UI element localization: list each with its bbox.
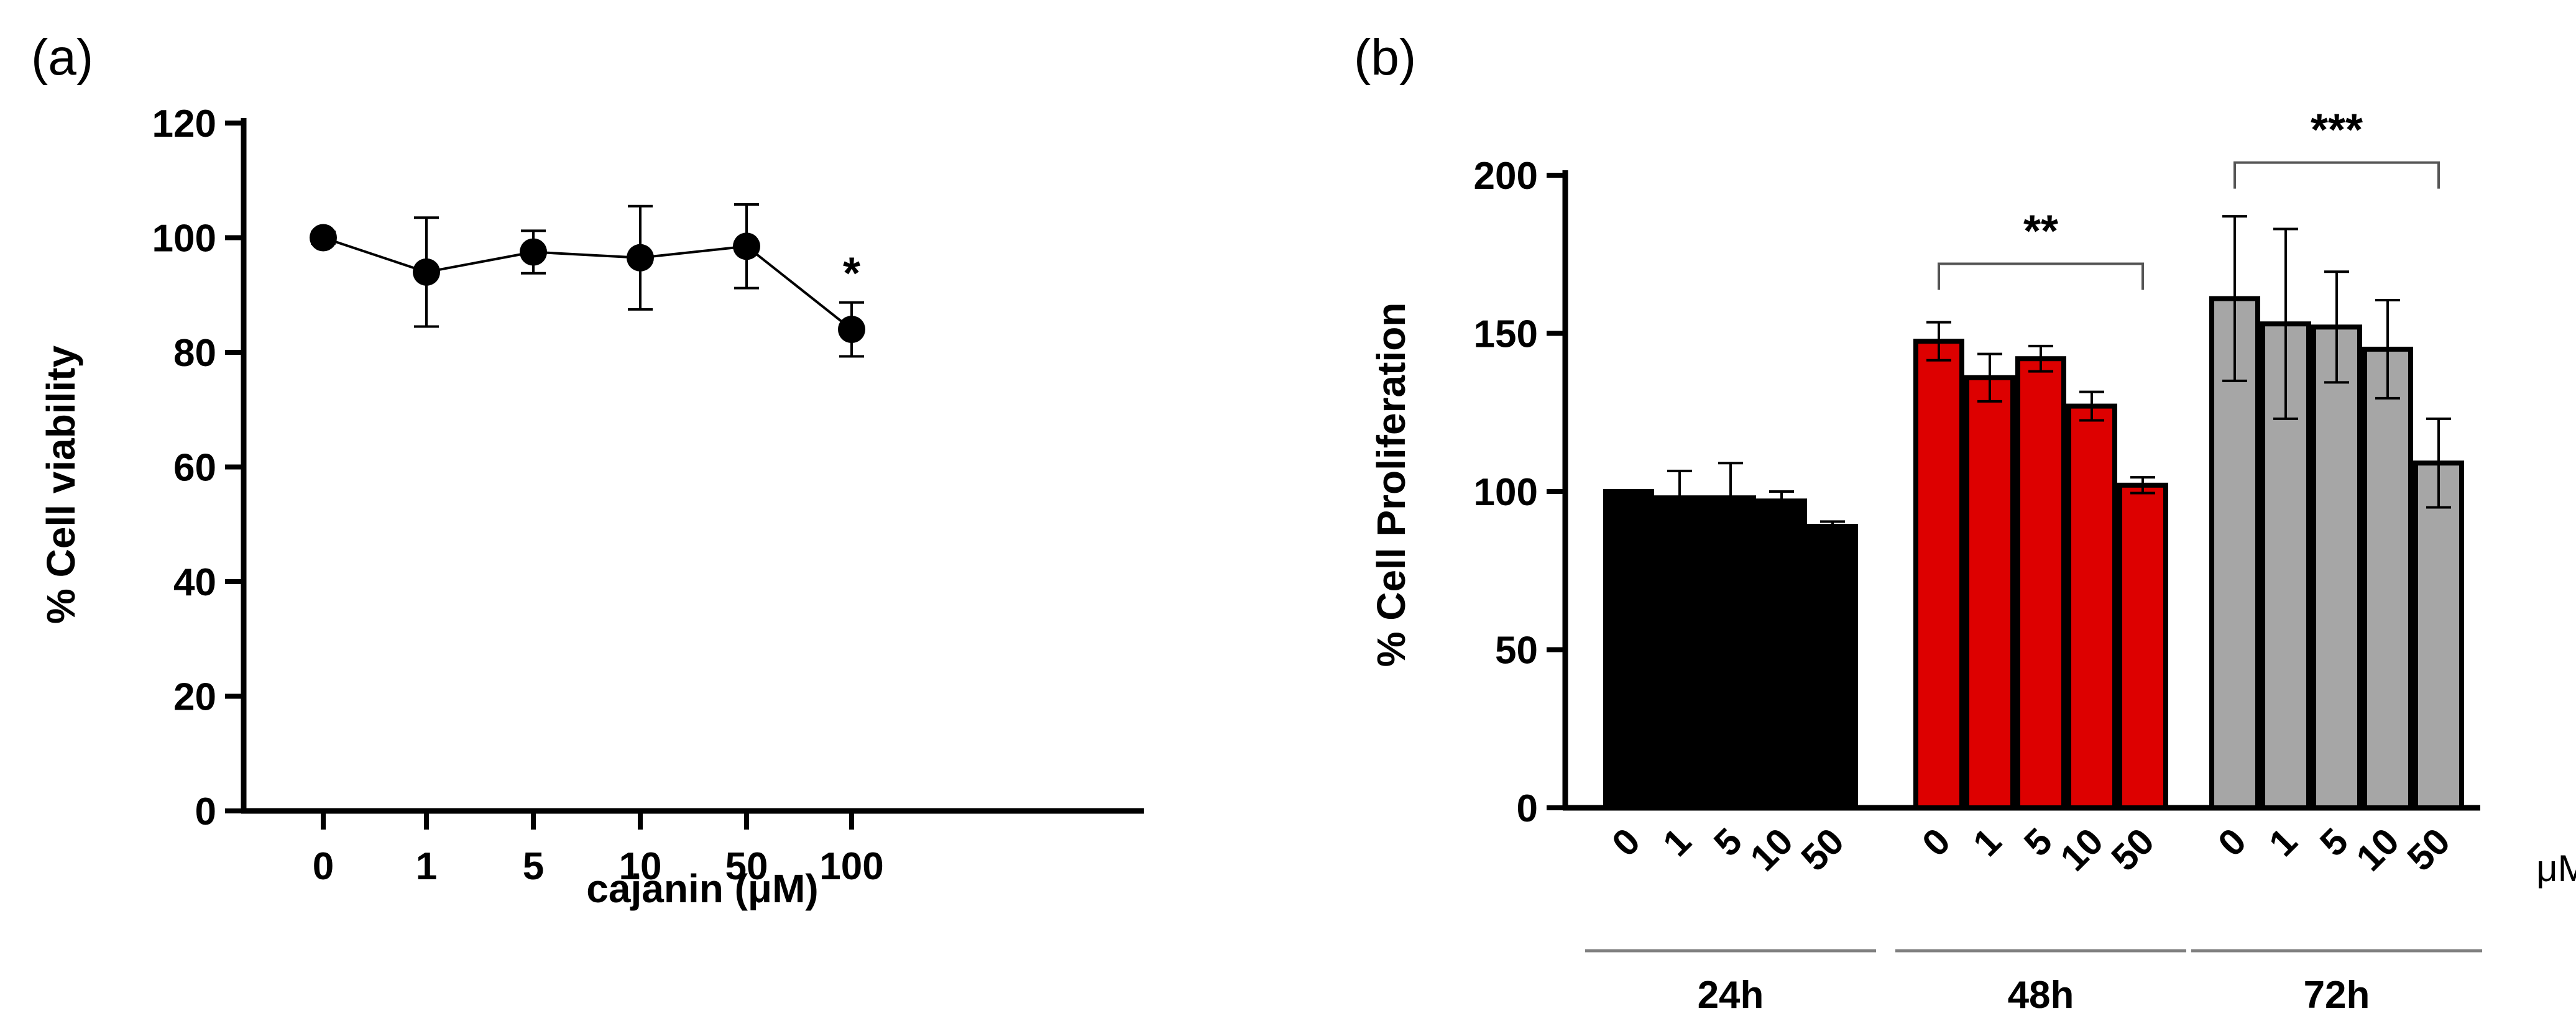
panel-b-significance-marker: **: [2023, 207, 2058, 257]
panel-b-bar: [1913, 339, 1964, 810]
panel-b-bar: [1705, 495, 1756, 810]
panel-b-x-tick-label: 5: [2016, 820, 2060, 864]
panel-b-unit-label: μM: [2536, 848, 2576, 889]
panel-a-data-point: [838, 316, 865, 344]
panel-a-x-tick-label: 10: [619, 845, 662, 888]
panel-a-y-tick-label: 120: [152, 103, 216, 145]
panel-b-bar: [1807, 523, 1858, 810]
panel-b-x-tick-label: 10: [2348, 820, 2408, 879]
panel-b-x-tick-label: 5: [2312, 820, 2356, 864]
panel-b-bar: [1964, 375, 2015, 810]
panel-b-x-tick-label: 1: [2261, 820, 2305, 864]
panel-b-y-axis-label: % Cell Proliferation: [1369, 303, 1414, 667]
panel-a-significance-marker: *: [843, 249, 860, 299]
panel-b-x-tick-label: 10: [2053, 820, 2112, 879]
panel-b-bar: [2209, 296, 2260, 810]
panel-b-significance-bracket: [1938, 262, 2144, 290]
panel-b-y-tick-label: 200: [1474, 155, 1538, 198]
panel-b-y-tick-label: 150: [1474, 313, 1538, 356]
panel-a-x-axis-label: cajanin (μM): [586, 866, 818, 911]
panel-b-bar: [2117, 482, 2168, 810]
panel-a-data-point: [413, 258, 440, 286]
panel-b-group-label: 48h: [2008, 974, 2074, 1017]
panel-b-bar: [2015, 356, 2066, 810]
panel-a-data-point: [310, 224, 337, 252]
panel-b-group-label: 72h: [2304, 974, 2370, 1017]
panel-b-x-tick-label: 50: [2399, 820, 2459, 879]
panel-b-bar: [1603, 489, 1654, 810]
panel-b-x-tick-label: 50: [1793, 820, 1852, 879]
panel-a-x-tick-label: 50: [725, 845, 768, 888]
panel-a-x-tick-label: 0: [313, 845, 334, 888]
panel-b-significance-bracket: [2233, 161, 2440, 189]
panel-a-chart: (a) % Cell viability cajanin (μM) 0 20 40 6…: [31, 29, 1144, 911]
panel-b-label: (b): [1354, 29, 1416, 86]
panel-b-bar: [1654, 495, 1705, 810]
panel-a-y-tick-label: 80: [173, 332, 216, 375]
panel-b-x-tick-label: 50: [2104, 820, 2163, 879]
panel-b-group-label: 24h: [1698, 974, 1764, 1017]
panel-a-y-tick-label: 0: [195, 790, 216, 833]
panel-b-y-tick-label: 100: [1474, 471, 1538, 514]
panel-b-y-tick-label: 50: [1495, 629, 1538, 672]
panel-a-x-tick-label: 5: [523, 845, 544, 888]
panel-a-data-point: [733, 232, 760, 260]
panel-b-y-tick-label: 0: [1517, 787, 1538, 830]
panel-b-chart: (b) % Cell Proliferation μM 050100150200…: [1354, 29, 2576, 1017]
panel-a-data-point: [627, 244, 654, 272]
panel-b-x-tick-label: 0: [1914, 820, 1958, 864]
panel-b-bar: [1756, 498, 1807, 811]
panel-a-x-tick-label: 100: [819, 845, 883, 888]
panel-a-y-tick-label: 60: [173, 447, 216, 490]
panel-a-y-tick-label: 20: [173, 676, 216, 719]
panel-a-series-line: [323, 236, 853, 331]
panel-b-x-tick-label: 1: [1965, 820, 2009, 864]
panel-b-x-tick-label: 1: [1655, 820, 1699, 864]
panel-b-bar: [2362, 346, 2413, 810]
panel-a-y-tick-label: 40: [173, 561, 216, 604]
panel-b-x-tick-label: 0: [1604, 820, 1648, 864]
panel-b-bar: [2066, 403, 2117, 810]
panel-b-bar: [2413, 460, 2464, 810]
panel-b-significance-marker: ***: [2311, 106, 2363, 155]
panel-a-y-axis-label: % Cell viability: [39, 345, 83, 625]
panel-a-y-tick-label: 100: [152, 217, 216, 260]
panel-b-x-tick-label: 0: [2210, 820, 2254, 864]
panel-b-x-tick-label: 5: [1706, 820, 1750, 864]
panel-a-label: (a): [31, 29, 93, 86]
panel-b-x-tick-label: 10: [1742, 820, 1801, 879]
panel-a-data-point: [520, 238, 547, 266]
panel-a-x-tick-label: 1: [416, 845, 437, 888]
panel-b-bar: [2311, 324, 2362, 810]
